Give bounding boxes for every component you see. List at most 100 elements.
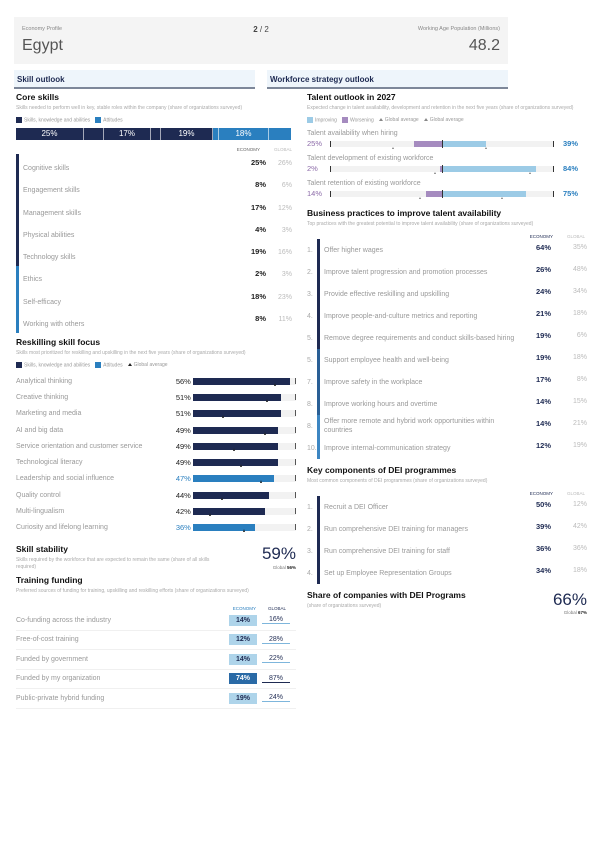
practice-rank: 10. [307, 444, 317, 452]
practice-label: Improve safety in the workplace [317, 371, 515, 394]
core-skill-global: 23% [277, 293, 292, 301]
zero-line [442, 139, 443, 148]
practice-economy: 17% [535, 374, 551, 384]
page-total: / 2 [257, 25, 269, 34]
talent-outlook-subtitle: Expected change in talent availability, … [307, 105, 574, 111]
worsening-bar [414, 140, 442, 147]
reskilling-value: 36% [175, 523, 191, 533]
reskilling-row: AI and big data 49% [16, 422, 296, 438]
core-skills-legend: Skills, knowledge and abilities Attitude… [16, 117, 296, 123]
core-skill-row: Self-efficacy 18% 23% [16, 288, 296, 311]
practice-row: 4. Improve people-and-culture metrics and… [307, 305, 587, 328]
dei-share-value: 66% [552, 590, 587, 610]
talent-outlook-title: Talent outlook in 2027 [307, 92, 396, 102]
practices-list: 1. Offer higher wages 64% 35% 2. Improve tale… [307, 239, 587, 460]
dei-label: Run comprehensive DEI training for staff [317, 540, 515, 563]
reskilling-row: Service orientation and customer service… [16, 438, 296, 454]
legend-ska: Skills, knowledge and abilities [16, 361, 90, 368]
funding-list: Co-funding across the industry 14% 16% Free… [16, 611, 296, 709]
core-skill-row: Management skills 17% 12% [16, 198, 296, 222]
practice-economy: 14% [535, 418, 551, 428]
practice-row: 10. Improve internal-communication strate… [307, 437, 587, 460]
talent-outlook-list: Talent availability when hiring 25% 39% Tal… [307, 130, 587, 199]
practice-row: 7. Improve safety in the workplace 17% 8% [307, 371, 587, 394]
practice-row: 1. Offer higher wages 64% 35% [307, 239, 587, 262]
legend-global: Global average [127, 362, 168, 368]
reskilling-track [192, 410, 296, 419]
workforce-strategy-column: Talent outlook in 2027 Expected change i… [307, 92, 587, 615]
reskilling-bar [192, 524, 256, 532]
stack-seg-self-efficacy: 18% [219, 128, 269, 141]
track-end-tick [295, 442, 296, 449]
funding-row: Free-of-cost training 12% 28% [16, 631, 296, 650]
track-end-tick [553, 190, 554, 197]
dei-share: Share of companies with DEI Programs (sh… [307, 590, 587, 615]
legend-improving: Improving [307, 117, 337, 123]
practice-global: 21% [572, 419, 587, 427]
reskilling-track [192, 393, 296, 402]
practice-global: 19% [572, 441, 587, 449]
practice-row: 8. Improve working hours and overtime 14% 1… [307, 393, 587, 416]
reskilling-list: Analytical thinking 56% Creative thinking 5… [16, 373, 296, 536]
legend-attitudes-label: Attitudes [103, 117, 123, 124]
track-end-tick [295, 475, 296, 482]
core-skill-economy: 4% [255, 224, 266, 234]
practice-row: 5. Support employee health and well-being… [307, 349, 587, 372]
practice-rank: 5. [307, 356, 313, 364]
talent-outlook-item: Talent development of existing workforce… [307, 155, 587, 174]
funding-global: 87% [262, 675, 290, 683]
practice-global: 6% [576, 331, 587, 339]
funding-global: 22% [262, 655, 290, 664]
dei-col-headers: ECONOMY GLOBAL [307, 491, 587, 496]
dei-rank: 3. [307, 547, 313, 555]
core-skill-row: Ethics 2% 3% [16, 265, 296, 289]
reskilling-label: Multi-lingualism [16, 508, 65, 516]
legend-attitudes-label: Attitudes [103, 362, 123, 369]
reskilling-track [192, 426, 296, 435]
core-skill-label: Ethics [23, 276, 43, 284]
talent-outlook-track [330, 139, 554, 149]
dei-rank: 1. [307, 503, 313, 511]
core-skill-label: Working with others [23, 321, 85, 329]
reskilling-label: Marketing and media [16, 410, 82, 418]
legend-ska-label: Skills, knowledge and abilities [24, 117, 91, 124]
reskilling-legend: Skills, knowledge and abilities Attitude… [16, 361, 296, 369]
zero-line [442, 164, 443, 173]
talent-outlook-track [330, 164, 554, 174]
dei-rank: 2. [307, 525, 313, 533]
page-header: Economy Profile 2 / 2 Working Age Popula… [14, 17, 508, 64]
skill-stability-subtitle: Skills required by the workforce that ar… [16, 557, 210, 570]
talent-outlook-bar: 2% 84% [307, 164, 587, 174]
core-skill-label: Physical abilities [23, 231, 75, 239]
funding-label: Free-of-cost training [16, 636, 79, 644]
funding-row: Funded by government 14% 22% [16, 650, 296, 670]
col-global: GLOBAL [566, 491, 585, 497]
legend-global-label: Global average [384, 117, 419, 124]
practice-label: Remove degree requirements and conduct s… [317, 327, 515, 350]
reskilling-value: 56% [175, 376, 191, 386]
dei-global: 18% [572, 566, 587, 574]
core-skills-subtitle: Skills needed to perform well in key, st… [16, 105, 243, 111]
worsening-value: 25% [307, 139, 323, 149]
reskilling-bar [192, 410, 281, 418]
practices-col-headers: ECONOMY GLOBAL [307, 234, 587, 239]
core-skill-global: 11% [278, 316, 293, 324]
funding-col-headers: ECONOMY GLOBAL [16, 606, 296, 611]
global-improving-marker [485, 146, 488, 149]
legend-worsening-label: Worsening [349, 117, 374, 124]
reskilling-track [192, 442, 296, 451]
core-skill-row: Physical abilities 4% 3% [16, 221, 296, 244]
reskilling-label: Quality control [16, 491, 61, 499]
track-end-tick [553, 140, 554, 147]
core-skill-global: 6% [281, 182, 292, 190]
skill-stability-value: 59% [261, 544, 296, 563]
legend-global-label: Global average [429, 117, 464, 124]
reskilling-row: Analytical thinking 56% [16, 373, 296, 389]
core-skill-row: Working with others 8% 11% [16, 310, 296, 333]
col-global: GLOBAL [273, 147, 292, 153]
practice-global: 18% [572, 353, 587, 361]
reskilling-track [192, 475, 296, 484]
reskilling-label: Curiosity and lifelong learning [16, 524, 108, 532]
core-skill-global: 12% [277, 204, 292, 212]
talent-outlook-label: Talent availability when hiring [307, 130, 398, 138]
